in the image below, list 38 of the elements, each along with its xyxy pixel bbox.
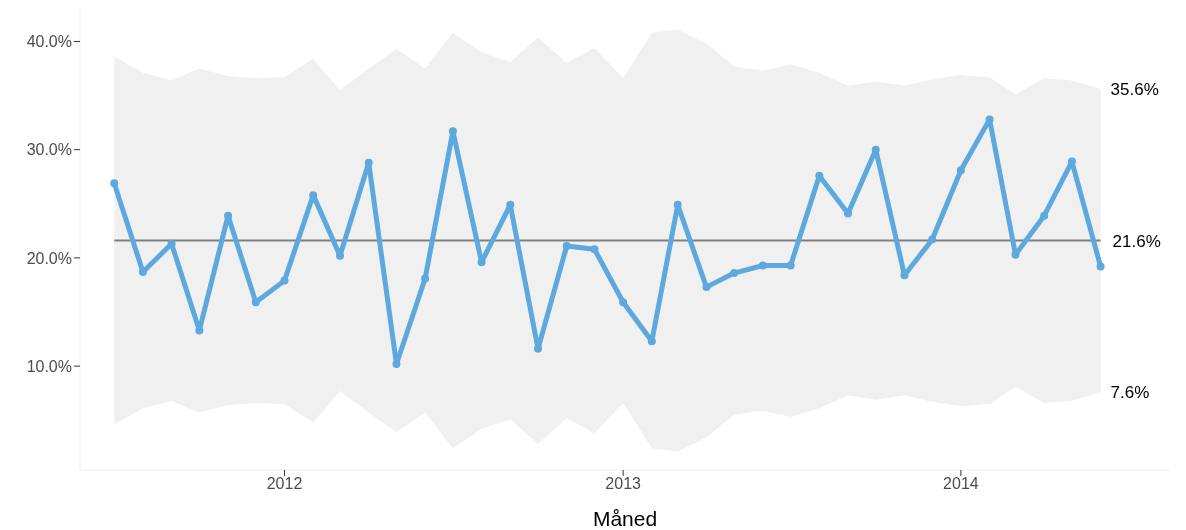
x-axis-title: Måned [592,507,658,530]
point [1040,211,1049,220]
point [195,326,204,335]
y-tick-label: 20.0% [26,249,72,267]
y-tick-label: 30.0% [26,141,72,159]
point [421,274,430,283]
point [900,271,909,280]
point [758,261,767,270]
point [506,200,515,209]
x-tick-label: 2012 [266,475,303,493]
point [673,200,682,209]
point [956,166,965,175]
point [224,211,233,220]
point [702,283,711,292]
point [364,158,373,167]
annotation: 7.6% [1110,383,1150,403]
point [562,241,571,250]
point [928,235,937,244]
point [1096,262,1105,271]
x-tick-label: 2013 [605,475,642,493]
annotation: 35.6% [1110,80,1159,100]
point [647,337,656,346]
y-tick-label: 40.0% [26,33,72,51]
point [786,261,795,270]
y-tick-label: 10.0% [26,357,72,375]
point [392,359,401,368]
point [251,298,260,307]
ref-line-label: 21.6% [1112,231,1161,251]
point [280,276,289,285]
point [448,127,457,136]
point [985,115,994,124]
point [590,245,599,254]
point [1011,250,1020,259]
point [730,269,739,278]
x-tick-label: 2014 [943,475,979,493]
point [477,258,486,267]
point [110,179,119,188]
point [619,298,628,307]
